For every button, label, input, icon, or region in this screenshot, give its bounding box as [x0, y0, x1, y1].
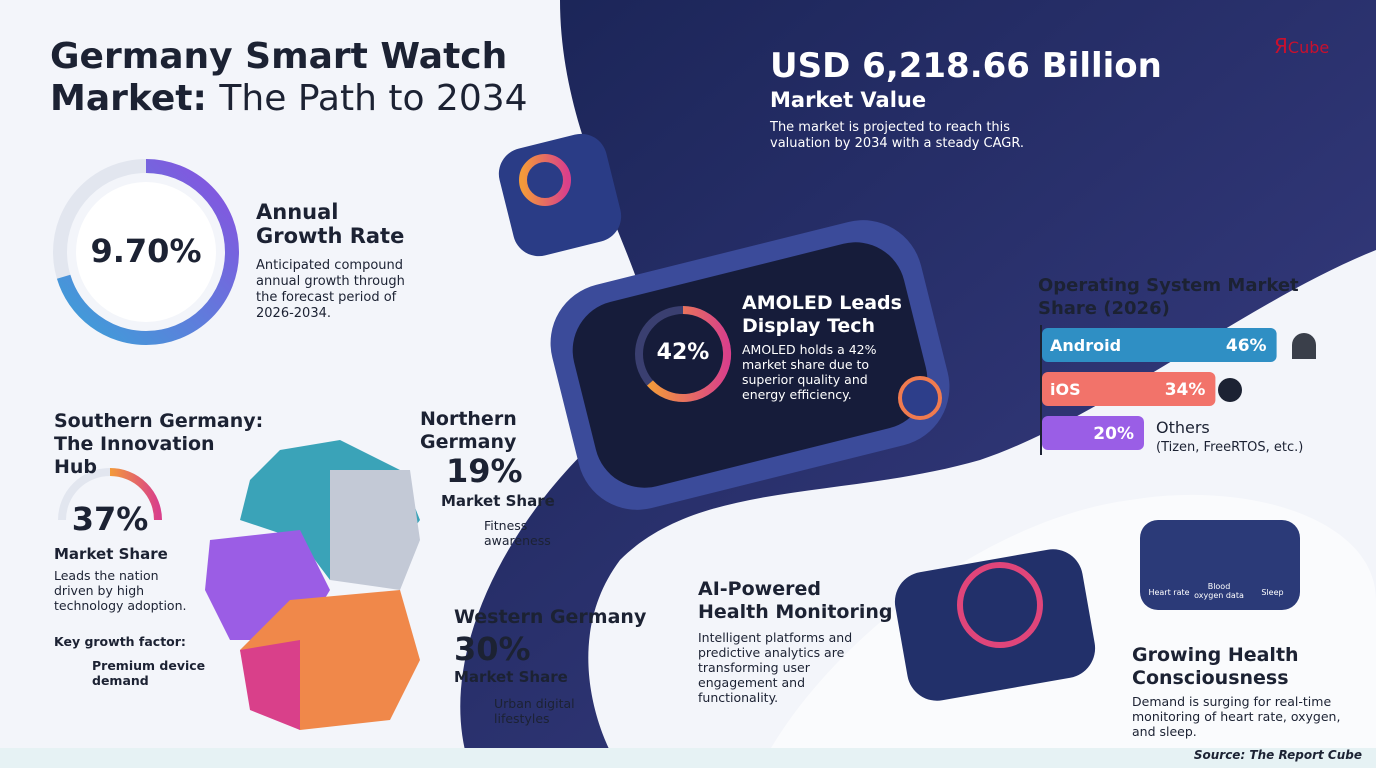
west-label: Market Share — [454, 668, 568, 686]
growth-value: 9.70% — [90, 232, 202, 270]
amoled-title: AMOLED Leads Display Tech — [742, 292, 902, 337]
icon-label: Heart rate — [1148, 588, 1190, 597]
annotation: (Tizen, FreeRTOS, etc.) — [1156, 440, 1303, 455]
health-title: Growing Health Consciousness — [1132, 644, 1299, 689]
market-label: Market Value — [770, 88, 927, 112]
south-desc: Leads the nation driven by high technolo… — [54, 568, 187, 613]
north-label: Market Share — [441, 492, 555, 510]
crown — [898, 376, 942, 420]
growth-title: Annual Growth Rate — [256, 200, 405, 248]
south-title: Southern Germany: The Innovation Hub — [54, 410, 264, 478]
west-value: 30% — [454, 630, 531, 668]
footer-bar — [0, 748, 1376, 768]
logo-text: Cube — [1287, 38, 1330, 57]
south-label: Market Share — [54, 545, 168, 563]
chart-title: Operating System Market Share (2026) — [1038, 275, 1299, 319]
health-desc: Demand is surging for real-time monitori… — [1132, 694, 1341, 739]
north-name: Northern Germany — [420, 408, 517, 453]
south-value: 37% — [71, 500, 149, 538]
bar — [1042, 372, 1216, 406]
title-rest: The Path to 2034 — [219, 78, 528, 119]
value-label: 46% — [1226, 336, 1267, 356]
value-label: 34% — [1165, 380, 1206, 400]
bar — [1042, 328, 1277, 362]
logo-mark: Я — [1274, 34, 1288, 58]
growth-desc: Anticipated compound annual growth throu… — [256, 258, 405, 321]
ring — [53, 159, 239, 345]
ai-watch — [894, 549, 1096, 701]
value-label: 20% — [1093, 424, 1134, 444]
south-factor: Premium device demand — [92, 658, 206, 688]
ai-title: AI-Powered Health Monitoring — [698, 578, 893, 623]
bar — [1042, 416, 1144, 450]
south-factor-label: Key growth factor: — [54, 634, 186, 649]
west-factor: Urban digital lifestyles — [494, 696, 575, 726]
small-ring — [519, 154, 571, 206]
category-label: iOS — [1050, 380, 1081, 399]
amoled-value: 42% — [656, 340, 710, 365]
market-value: USD 6,218.66 Billion — [770, 46, 1162, 86]
market-desc: The market is projected to reach this va… — [770, 120, 1025, 151]
ai-desc: Intelligent platforms and predictive ana… — [698, 630, 853, 705]
axis — [1040, 325, 1042, 455]
apple-icon — [1218, 378, 1242, 402]
category-label: Android — [1050, 336, 1121, 355]
android-icon — [1292, 333, 1316, 359]
ring-center — [76, 182, 216, 322]
source: Source: The Report Cube — [1193, 748, 1362, 762]
logo: ЯCube — [1274, 34, 1329, 58]
health-watch — [1140, 520, 1300, 610]
watch-screen — [572, 242, 928, 488]
title-bold: Market: — [50, 78, 207, 119]
ai-ring — [957, 562, 1043, 648]
west-name: Western Germany — [454, 606, 647, 628]
amoled-ring — [646, 305, 732, 402]
amoled-desc: AMOLED holds a 42% market share due to s… — [742, 342, 877, 402]
icon-label: Blood oxygen data — [1194, 582, 1244, 600]
germany-map — [205, 440, 420, 730]
title-line: Germany Smart Watch — [50, 36, 508, 77]
icon-label: Sleep — [1261, 588, 1284, 597]
north-value: 19% — [446, 452, 523, 490]
north-factor: Fitness awareness — [484, 518, 551, 548]
category-label: Others — [1156, 418, 1210, 437]
title: Germany Smart Watch Market: The Path to 2… — [50, 36, 528, 120]
gauge — [109, 468, 162, 521]
